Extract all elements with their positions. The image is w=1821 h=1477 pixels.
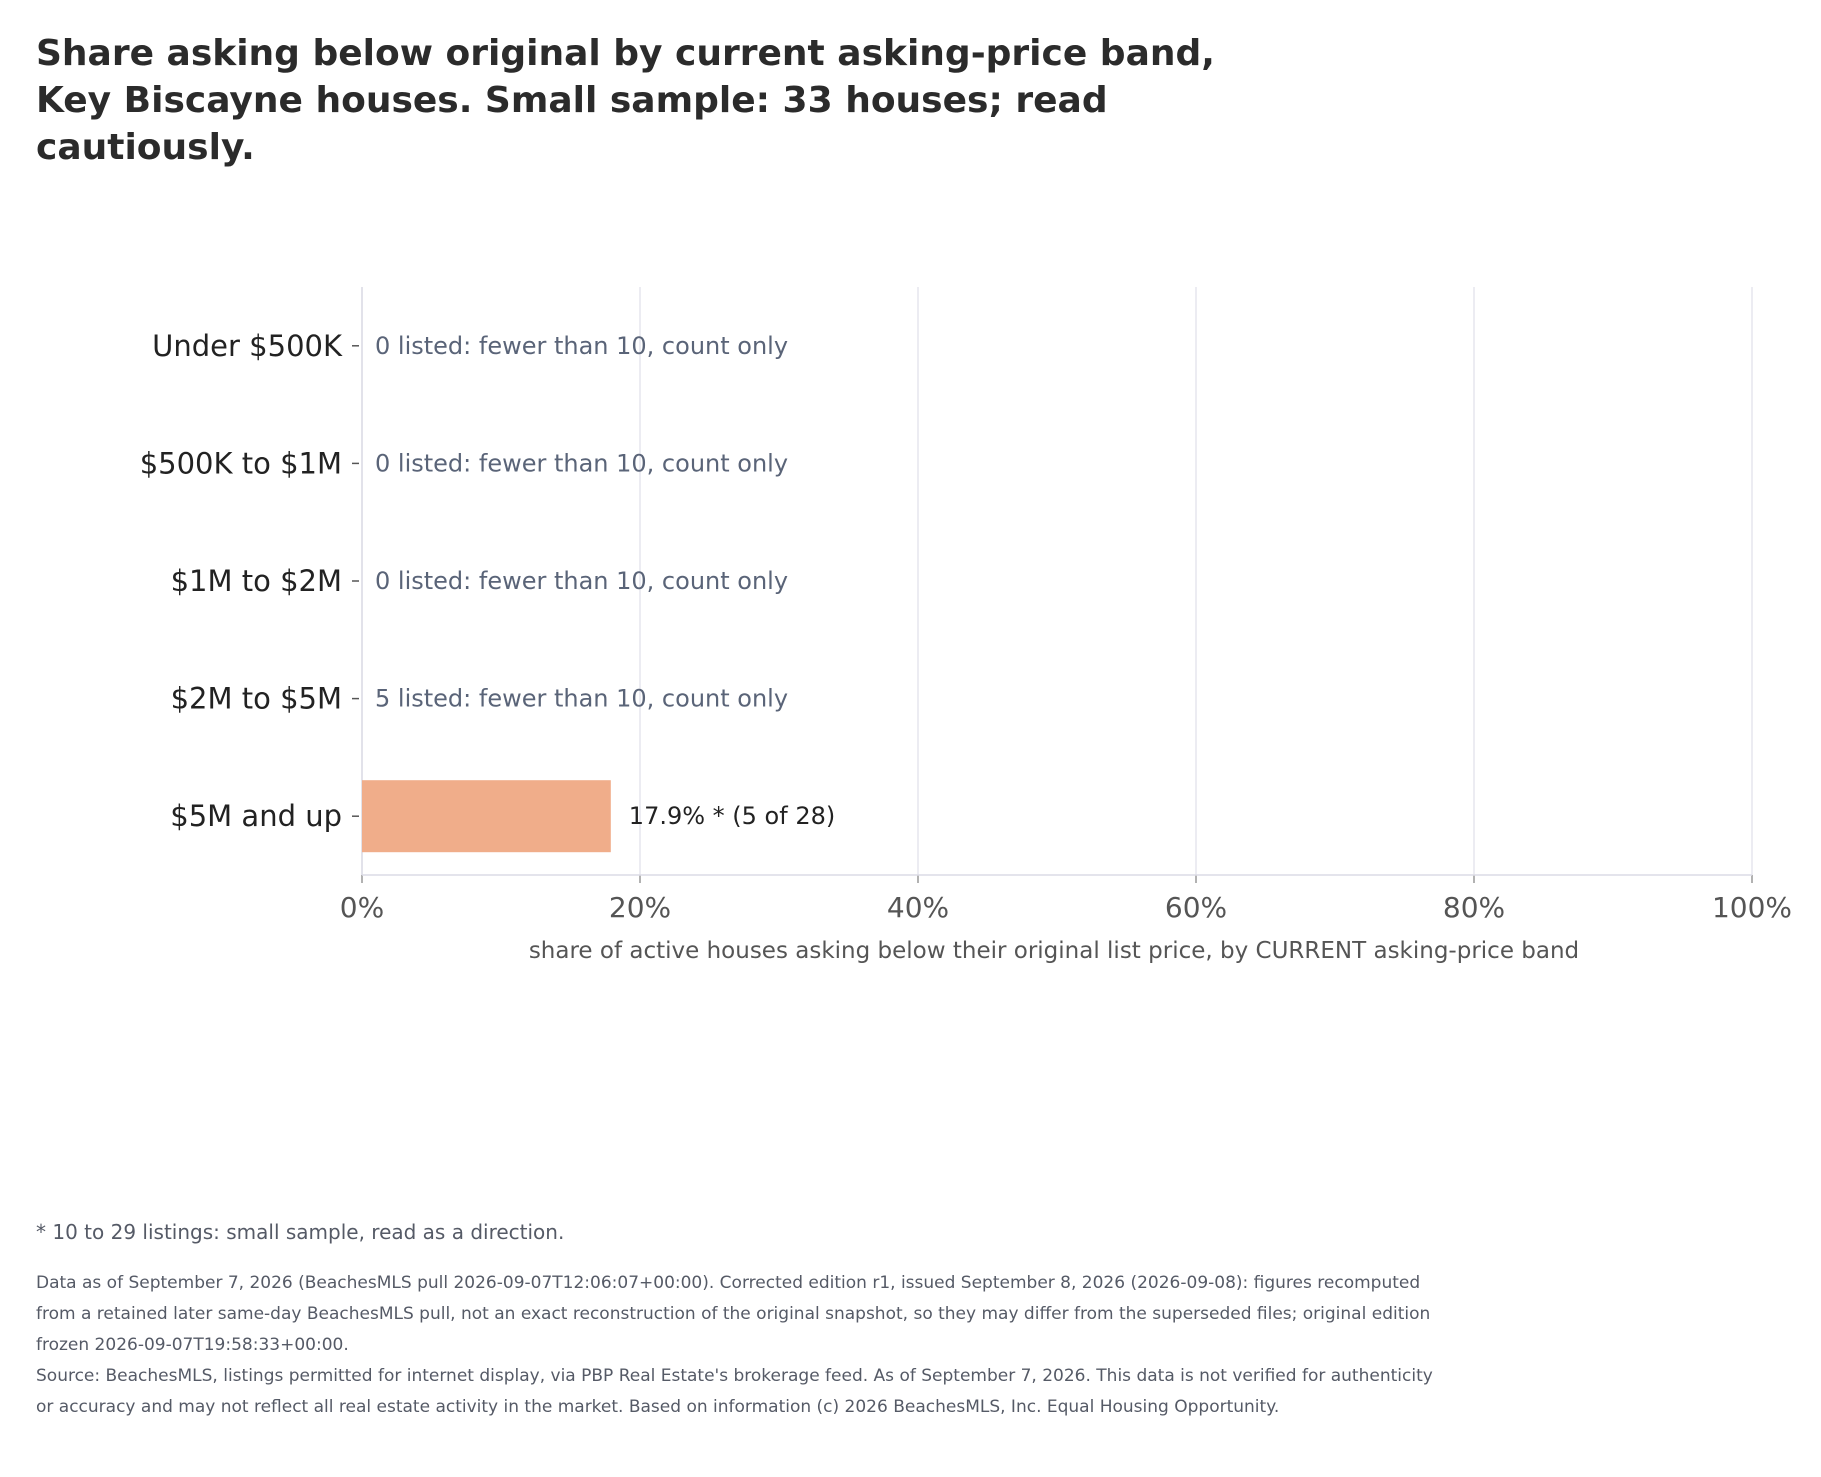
data-note: Data as of September 7, 2026 (BeachesMLS… bbox=[36, 1273, 1431, 1355]
chart-title: Share asking below original by current a… bbox=[36, 33, 1215, 168]
count-only-label: 0 listed: fewer than 10, count only bbox=[375, 449, 788, 477]
x-tick-label: 40% bbox=[887, 891, 949, 924]
x-tick-label: 20% bbox=[609, 891, 671, 924]
bar-chart: 0% 20% 40% 60% 80% 100% Under $500K 0 listed: f… bbox=[140, 287, 1792, 964]
category-label: $2M to $5M bbox=[171, 682, 342, 716]
count-only-label: 5 listed: fewer than 10, count only bbox=[375, 685, 788, 713]
category-label: $1M to $2M bbox=[171, 564, 342, 598]
sample-footnote: * 10 to 29 listings: small sample, read … bbox=[36, 1220, 565, 1244]
bar bbox=[362, 780, 611, 853]
labels: 0% 20% 40% 60% 80% 100% Under $500K 0 listed: f… bbox=[140, 329, 1792, 924]
count-only-label: 0 listed: fewer than 10, count only bbox=[375, 567, 788, 595]
source-notes: Data as of September 7, 2026 (BeachesMLS… bbox=[36, 1268, 1436, 1423]
source-note: Source: BeachesMLS, listings permitted f… bbox=[36, 1366, 1433, 1417]
x-tick-label: 100% bbox=[1712, 891, 1792, 924]
axes bbox=[352, 287, 1753, 883]
data-label: 17.9% * (5 of 28) bbox=[629, 802, 835, 830]
category-label: Under $500K bbox=[152, 329, 343, 363]
bars bbox=[362, 780, 611, 853]
x-tick-label: 80% bbox=[1443, 891, 1505, 924]
category-label: $5M and up bbox=[170, 799, 342, 833]
x-tick-label: 60% bbox=[1165, 891, 1227, 924]
category-label: $500K to $1M bbox=[140, 446, 342, 480]
x-axis-title: share of active houses asking below thei… bbox=[529, 938, 1579, 964]
count-only-label: 0 listed: fewer than 10, count only bbox=[375, 332, 788, 360]
x-tick-label: 0% bbox=[340, 891, 384, 924]
